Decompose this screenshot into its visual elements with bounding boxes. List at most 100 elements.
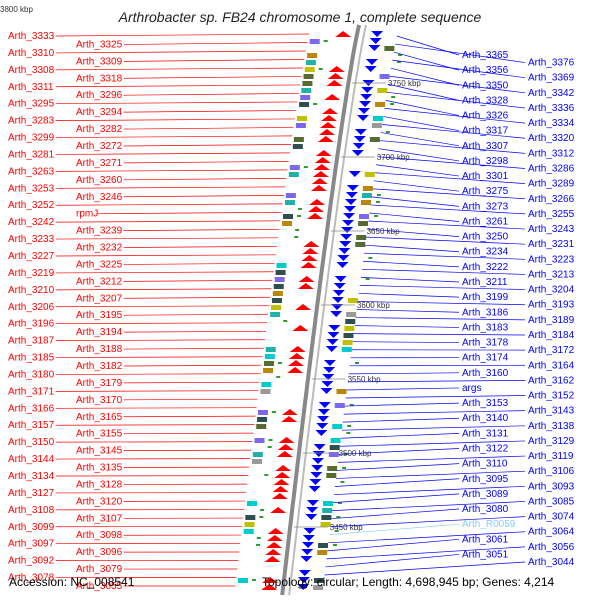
leader-line-reverse (328, 531, 526, 544)
forward-gene-mark (266, 542, 283, 548)
gene-label-forward: Arth_3078 (8, 573, 55, 584)
gene-label-forward: Arth_3188 (76, 344, 123, 355)
gene-label-forward: Arth_3128 (76, 479, 123, 490)
genome-summary-label: Topology: circular; Length: 4,698,945 bp… (262, 575, 555, 589)
gene-label-reverse: Arth_3160 (462, 368, 509, 379)
gene-label-reverse: Arth_3336 (528, 103, 575, 114)
reverse-gene-mark (359, 101, 372, 107)
tick-dot-outer (340, 481, 345, 483)
reverse-gene-mark (369, 38, 382, 44)
tick-label: 3750 kbp (388, 79, 421, 88)
gene-label-reverse: Arth_3223 (528, 254, 575, 265)
leader-line-forward (55, 237, 279, 240)
leader-line-reverse (326, 546, 526, 560)
tick-dot-inner (271, 411, 276, 413)
feature-box-inner (276, 263, 287, 268)
leader-line-forward (123, 228, 280, 231)
feature-box-inner (257, 417, 268, 422)
reverse-gene-mark (353, 136, 366, 142)
feature-box-outer (360, 200, 371, 205)
gene-label-forward: Arth_3263 (8, 166, 55, 177)
feature-box-inner (301, 88, 312, 93)
gene-label-reverse: Arth_3080 (462, 504, 509, 515)
reverse-gene-mark (322, 374, 335, 380)
reverse-gene-mark (336, 262, 349, 268)
reverse-gene-mark (371, 31, 384, 37)
leader-line-reverse (371, 196, 460, 207)
gene-label-reverse: Arth_3153 (462, 398, 509, 409)
leader-line-forward (123, 127, 294, 130)
tick-dot-inner (313, 103, 318, 105)
gene-label-reverse: Arth_3328 (462, 95, 509, 106)
gene-label-forward: Arth_3311 (8, 82, 54, 93)
tick-dot-outer (347, 425, 352, 427)
gene-label-reverse: Arth_3261 (462, 216, 509, 227)
reverse-gene-mark (297, 584, 310, 590)
reverse-gene-mark (345, 192, 358, 198)
feature-box-outer (313, 578, 324, 583)
reverse-gene-mark (326, 339, 339, 345)
reverse-gene-mark (310, 472, 323, 478)
gene-label-forward: Arth_3246 (76, 192, 123, 203)
gene-label-reverse: Arth_3129 (528, 436, 575, 447)
leader-line-reverse (374, 172, 526, 184)
gene-label-reverse: Arth_3152 (528, 391, 575, 402)
forward-gene-mark (278, 437, 295, 443)
leader-line-forward (55, 322, 268, 325)
gene-label-forward: Arth_3296 (76, 90, 123, 101)
leader-line-reverse (347, 380, 526, 383)
forward-gene-mark (277, 444, 294, 450)
feature-box-outer (321, 515, 332, 520)
feature-box-inner (263, 361, 274, 366)
gene-label-reverse: Arth_3350 (462, 80, 509, 91)
leader-line-reverse (340, 433, 460, 439)
tick-dot-outer (396, 61, 401, 63)
reverse-gene-mark (343, 213, 356, 219)
tick-dot-outer (374, 215, 379, 217)
forward-gene-mark (302, 248, 319, 254)
forward-gene-mark (267, 528, 284, 534)
leader-line-reverse (346, 387, 460, 391)
tick-dot-inner (267, 446, 272, 448)
gene-label-reverse: Arth_3193 (528, 300, 575, 311)
reverse-gene-mark (340, 234, 353, 240)
gene-label-forward: Arth_3272 (76, 141, 123, 152)
leader-line-forward (55, 373, 261, 375)
reverse-gene-mark (360, 94, 373, 100)
gene-label-forward: Arth_3232 (76, 243, 123, 254)
tick-dot-inner (323, 40, 328, 42)
feature-box-inner (254, 438, 265, 443)
gene-label-forward: Arth_3144 (8, 454, 55, 465)
forward-gene-mark (289, 346, 306, 352)
leader-line-forward (123, 144, 292, 147)
gene-label-reverse: Arth_3376 (528, 58, 575, 69)
leader-line-reverse (334, 478, 460, 487)
gene-label-reverse: Arth_3211 (462, 277, 508, 288)
gene-label-forward: Arth_3097 (8, 539, 55, 550)
leader-line-reverse (329, 523, 460, 536)
feature-box-inner (270, 312, 281, 317)
gene-label-forward: Arth_3150 (8, 437, 55, 448)
tick-dot-inner (256, 537, 261, 539)
forward-gene-mark (276, 451, 293, 457)
tick-dot-inner (297, 208, 302, 210)
leader-line-forward (123, 364, 262, 367)
feature-box-outer (361, 193, 372, 198)
feature-box-outer (332, 424, 343, 429)
leader-line-reverse (343, 410, 526, 415)
leader-line-reverse (373, 180, 460, 192)
feature-box-inner (252, 452, 263, 457)
gene-label-forward: Arth_3171 (8, 386, 55, 397)
tick-label: 3600 kbp (357, 301, 390, 310)
reverse-gene-mark (331, 297, 344, 303)
feature-box-outer (377, 88, 388, 93)
gene-label-forward: Arth_3195 (76, 310, 123, 321)
reverse-gene-mark (317, 409, 330, 415)
leader-line-reverse (349, 364, 526, 367)
feature-box-outer (313, 585, 324, 590)
forward-gene-mark (307, 206, 324, 212)
gene-label-forward: Arth_3281 (8, 149, 55, 160)
forward-gene-mark (307, 213, 324, 219)
leader-line-reverse (385, 100, 460, 116)
forward-gene-mark (261, 577, 278, 583)
